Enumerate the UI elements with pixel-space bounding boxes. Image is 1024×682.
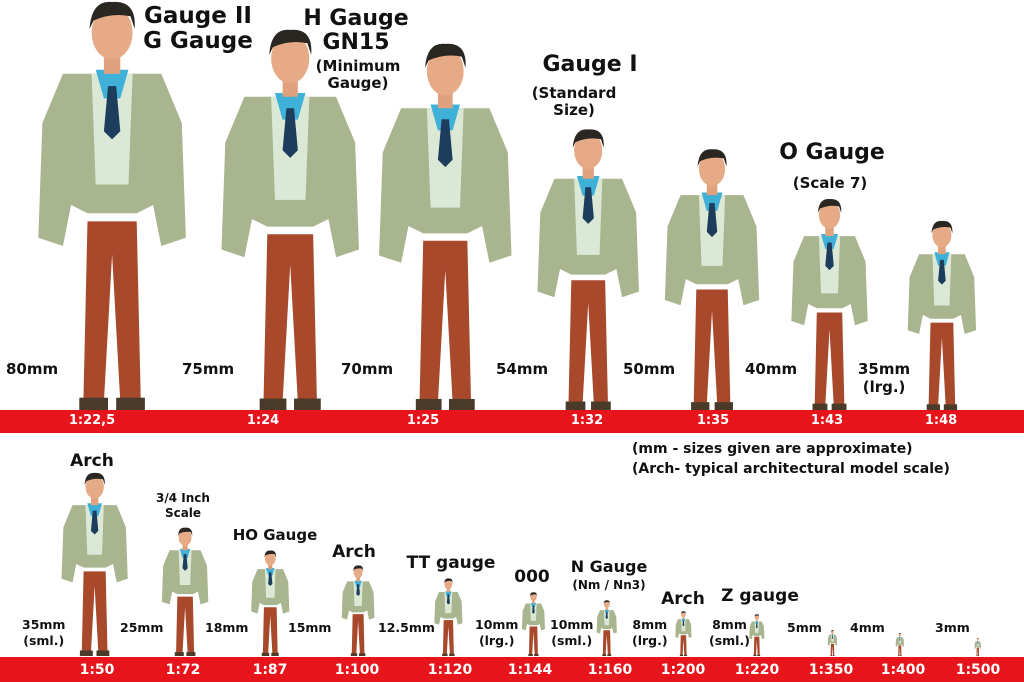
size-label: 15mm — [288, 620, 332, 635]
scale-figure — [529, 128, 647, 414]
scale-figure — [248, 550, 293, 660]
scale-figure — [748, 614, 766, 660]
scale-label: 1:87 — [252, 662, 288, 678]
gauge-title: O Gauge — [779, 140, 885, 165]
size-label: 3mm — [935, 620, 970, 635]
scale-label: 1:144 — [507, 662, 553, 678]
size-label: 12.5mm — [378, 620, 435, 635]
scale-figure — [785, 198, 874, 414]
scale-label: 1:350 — [808, 662, 854, 678]
scale-figure — [158, 527, 212, 660]
scale-label: 1:200 — [660, 662, 706, 678]
gauge-title: Gauge I — [542, 52, 638, 77]
size-label: 35mm (sml.) — [22, 617, 66, 648]
gauge-title: TT gauge — [406, 553, 496, 573]
size-label: 75mm — [182, 360, 235, 378]
scale-label: 1:120 — [427, 662, 473, 678]
scale-label: 1:43 — [810, 413, 844, 428]
top-scale-band — [0, 410, 1024, 433]
gauge-title: 000 — [514, 567, 550, 587]
size-label: 70mm — [341, 360, 394, 378]
scale-label: 1:100 — [334, 662, 380, 678]
gauge-subtitle: (Scale 7) — [792, 174, 868, 192]
size-label: 54mm — [496, 360, 549, 378]
scale-label: 1:35 — [696, 413, 730, 428]
gauge-title: Arch — [332, 542, 376, 562]
gauge-title: Z gauge — [721, 586, 799, 606]
size-label: 35mm (lrg.) — [858, 360, 911, 396]
scale-label: 1:48 — [924, 413, 958, 428]
bottom-scale-band — [0, 657, 1024, 682]
gauge-title: 3/4 Inch Scale — [156, 491, 210, 520]
size-label: 50mm — [623, 360, 676, 378]
scale-figure — [595, 600, 619, 660]
scale-figure — [56, 472, 133, 660]
gauge-title: Arch — [70, 451, 114, 471]
gauge-title: N Gauge — [570, 557, 648, 576]
gauge-title: Gauge II — [144, 3, 252, 29]
gauge-title: G Gauge — [143, 28, 253, 55]
scale-label: 1:50 — [79, 662, 115, 678]
scale-label: 1:22,5 — [68, 413, 116, 428]
scale-figure — [974, 638, 982, 660]
gauge-subtitle: (Nm / Nn3) — [572, 578, 646, 592]
scale-label: 1:500 — [955, 662, 1001, 678]
gauge-title: GN15 — [322, 30, 390, 56]
size-label: 80mm — [6, 360, 59, 378]
scale-label: 1:25 — [406, 413, 440, 428]
scale-figure — [902, 220, 982, 414]
scale-figure — [895, 633, 905, 660]
size-label: 40mm — [745, 360, 798, 378]
gauge-title: HO Gauge — [232, 526, 318, 544]
scale-figure — [339, 565, 377, 660]
scale-label: 1:32 — [570, 413, 604, 428]
scale-label: 1:24 — [246, 413, 280, 428]
scale-figure — [657, 148, 767, 414]
scale-label: 1:400 — [880, 662, 926, 678]
note-arch: (Arch- typical architectural model scale… — [632, 461, 950, 477]
size-label: 25mm — [120, 620, 164, 635]
size-label: 10mm (lrg.) — [475, 617, 519, 648]
scale-figure — [520, 592, 547, 660]
scale-figure — [368, 42, 523, 414]
gauge-title: Arch — [661, 589, 705, 609]
note-approximate: (mm - sizes given are approximate) — [632, 441, 913, 457]
size-label: 18mm — [205, 620, 249, 635]
gauge-title: H Gauge — [303, 6, 409, 31]
size-label: 10mm (sml.) — [550, 617, 594, 648]
scale-label: 1:220 — [734, 662, 780, 678]
size-label: 8mm (sml.) — [709, 617, 750, 648]
scale-figure — [210, 28, 370, 414]
scale-label: 1:160 — [587, 662, 633, 678]
size-label: 8mm (lrg.) — [632, 617, 668, 648]
scale-figure — [674, 611, 693, 660]
size-label: 5mm — [787, 620, 822, 635]
scale-label: 1:72 — [165, 662, 201, 678]
scale-figure — [827, 630, 838, 660]
size-label: 4mm — [850, 620, 885, 635]
gauge-subtitle: (Standard Size) — [531, 84, 617, 119]
gauge-subtitle: (Minimum Gauge) — [315, 57, 401, 92]
scale-figure — [26, 0, 198, 414]
scale-figure — [432, 578, 465, 660]
